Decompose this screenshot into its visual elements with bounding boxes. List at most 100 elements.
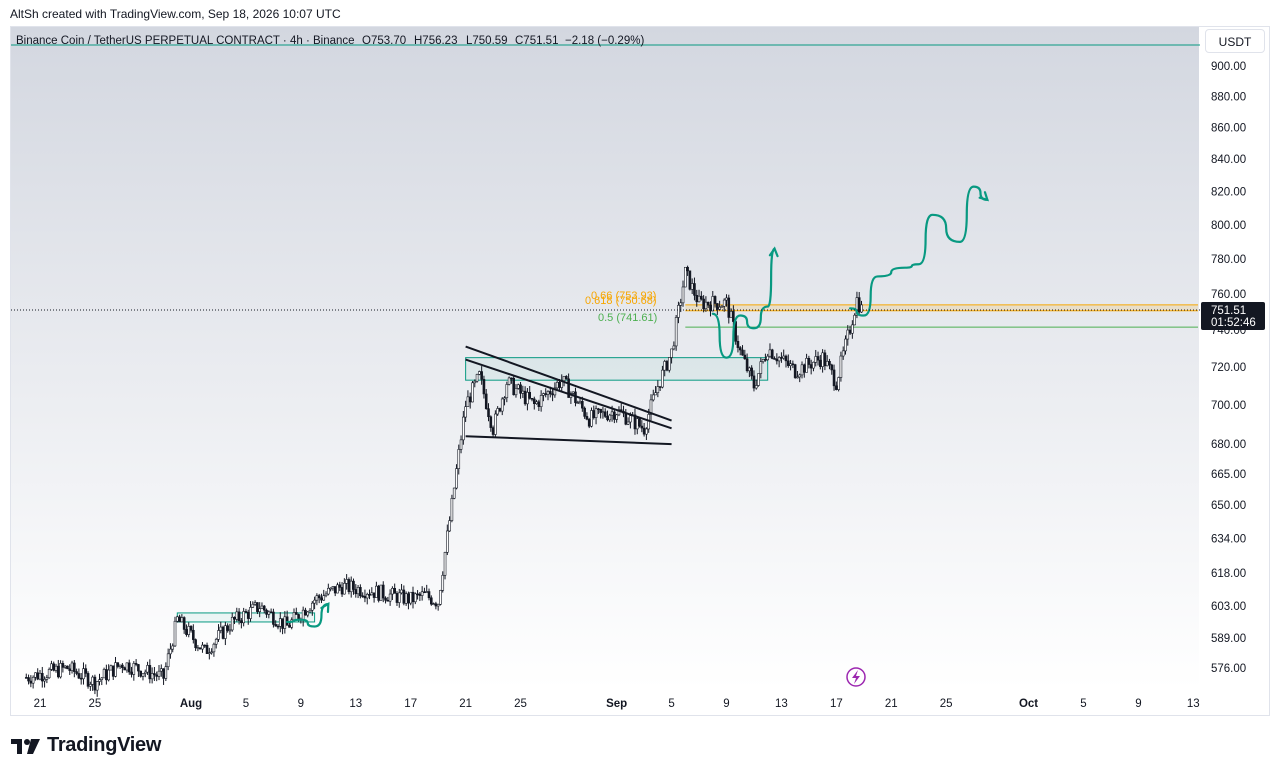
- candle-body: [667, 357, 671, 371]
- candle-body: [761, 359, 765, 362]
- candle-body: [205, 644, 209, 654]
- candle-body: [441, 574, 445, 591]
- price-axis-label: 650.00: [1211, 500, 1246, 512]
- candle-body: [651, 394, 655, 401]
- candle-body: [725, 297, 728, 301]
- candle-body: [736, 341, 740, 348]
- candle-body: [208, 652, 211, 655]
- candle-body: [327, 588, 330, 595]
- candle-body: [235, 611, 239, 620]
- candle-body: [57, 665, 60, 678]
- candle-body: [700, 295, 703, 300]
- candle-body: [500, 398, 504, 412]
- candle-body: [587, 418, 591, 427]
- time-axis-label: 25: [940, 698, 953, 710]
- candle-body: [514, 388, 518, 396]
- candle-body: [75, 671, 78, 674]
- candle-body: [141, 673, 145, 677]
- candle-body: [278, 618, 282, 627]
- candle-body: [407, 593, 410, 604]
- candle-body: [27, 677, 30, 682]
- candle-body: [288, 625, 291, 628]
- candle-body: [212, 643, 216, 653]
- candle-body: [835, 385, 838, 390]
- candle-body: [304, 609, 307, 616]
- candle-body: [830, 364, 834, 371]
- time-axis-label: 17: [404, 698, 417, 710]
- demand-zone-box: [465, 357, 769, 381]
- candle-body: [768, 349, 772, 357]
- price-axis-label: 860.00: [1211, 122, 1246, 134]
- candle-body: [166, 653, 170, 668]
- candle-body: [789, 363, 792, 366]
- candle-body: [262, 605, 266, 611]
- candle-body: [565, 376, 568, 380]
- candle-body: [246, 611, 250, 619]
- candle-body: [148, 665, 152, 680]
- currency-unit-button[interactable]: USDT: [1205, 29, 1265, 53]
- candle-body: [670, 348, 673, 358]
- candle-body: [825, 360, 829, 367]
- candle-body: [86, 673, 90, 687]
- projection-path: [711, 247, 776, 359]
- candle-body: [626, 421, 630, 425]
- candle-body: [340, 587, 344, 595]
- candle-body: [82, 668, 85, 680]
- candle-body: [343, 583, 346, 595]
- candle-body: [347, 579, 351, 593]
- candle-body: [521, 390, 525, 394]
- candle-body: [98, 679, 101, 682]
- candle-body: [217, 630, 220, 640]
- candle-body: [354, 589, 358, 595]
- candle-body: [484, 393, 488, 409]
- candle-body: [807, 358, 811, 365]
- candle-body: [800, 364, 804, 376]
- candle-body: [658, 386, 662, 388]
- candle-body: [697, 295, 701, 303]
- candle-body: [606, 416, 609, 421]
- candle-body: [352, 580, 355, 590]
- price-axis-label: 880.00: [1211, 91, 1246, 103]
- event-lightning-icon[interactable]: [846, 667, 866, 687]
- candle-body: [283, 616, 287, 629]
- candle-body: [242, 611, 245, 624]
- candle-body: [803, 364, 806, 373]
- candle-body: [642, 427, 646, 435]
- candle-body: [608, 414, 612, 421]
- candle-body: [610, 411, 614, 416]
- candle-body: [180, 617, 184, 623]
- price-axis-label: 618.00: [1211, 568, 1246, 580]
- candle-body: [356, 587, 360, 595]
- candle-body: [548, 391, 552, 395]
- candle-body: [677, 305, 680, 318]
- candle-body: [784, 355, 788, 362]
- time-axis-label: 9: [723, 698, 729, 710]
- price-axis-label: 780.00: [1211, 254, 1246, 266]
- candle-body: [111, 665, 115, 677]
- candle-body: [686, 266, 689, 272]
- candle-body: [711, 296, 715, 312]
- candle-body: [253, 602, 257, 605]
- candle-body: [169, 648, 172, 655]
- candle-body: [464, 406, 467, 418]
- candle-body: [70, 662, 74, 671]
- candle-body: [123, 667, 126, 671]
- legend-open: O753.70: [362, 35, 406, 47]
- candle-body: [171, 645, 175, 650]
- candle-body: [629, 415, 632, 423]
- candle-body: [613, 411, 616, 420]
- candle-body: [134, 663, 138, 665]
- chart-pane[interactable]: [10, 26, 1270, 716]
- candle-body: [178, 616, 181, 623]
- candle-body: [125, 662, 129, 671]
- candle-body: [258, 608, 261, 612]
- candle-body: [395, 593, 399, 603]
- candle-body: [544, 393, 548, 395]
- candle-body: [59, 663, 62, 678]
- candle-body: [338, 584, 342, 588]
- candle-body: [597, 408, 600, 411]
- candle-body: [750, 367, 753, 377]
- candle-body: [363, 595, 367, 599]
- candle-body: [452, 487, 456, 499]
